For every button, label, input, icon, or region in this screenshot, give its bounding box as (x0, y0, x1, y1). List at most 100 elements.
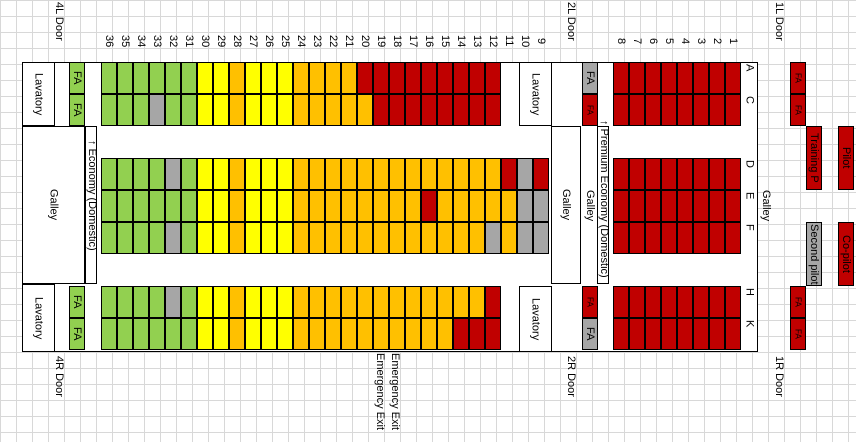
seat[interactable] (101, 222, 117, 254)
seat[interactable] (693, 62, 709, 94)
seat[interactable] (677, 318, 693, 350)
seat[interactable] (709, 286, 725, 318)
fa-seat[interactable]: FA (790, 286, 806, 318)
seat[interactable] (325, 94, 341, 126)
seat[interactable] (101, 158, 117, 190)
seat[interactable] (325, 286, 341, 318)
seat[interactable] (629, 222, 645, 254)
seat[interactable] (309, 222, 325, 254)
seat[interactable] (613, 158, 629, 190)
seat[interactable] (133, 318, 149, 350)
seat[interactable] (469, 190, 485, 222)
seat[interactable] (373, 62, 389, 94)
seat[interactable] (453, 318, 469, 350)
seat[interactable] (149, 318, 165, 350)
seat[interactable] (469, 94, 485, 126)
seat[interactable] (261, 62, 277, 94)
seat[interactable] (165, 94, 181, 126)
seat[interactable] (229, 94, 245, 126)
fa-seat[interactable]: FA (69, 94, 85, 126)
seat[interactable] (133, 94, 149, 126)
seat[interactable] (277, 318, 293, 350)
seat[interactable] (133, 190, 149, 222)
seat[interactable] (165, 62, 181, 94)
seat[interactable] (309, 318, 325, 350)
seat[interactable] (197, 62, 213, 94)
seat[interactable] (373, 286, 389, 318)
seat[interactable] (389, 158, 405, 190)
seat[interactable] (629, 158, 645, 190)
seat[interactable] (629, 318, 645, 350)
seat[interactable] (405, 94, 421, 126)
seat[interactable] (469, 62, 485, 94)
seat[interactable] (517, 158, 533, 190)
seat[interactable] (645, 190, 661, 222)
seat[interactable] (229, 190, 245, 222)
seat[interactable] (437, 286, 453, 318)
seat[interactable] (309, 158, 325, 190)
seat[interactable] (709, 94, 725, 126)
seat[interactable] (149, 286, 165, 318)
seat[interactable] (469, 158, 485, 190)
seat[interactable] (533, 158, 549, 190)
fa-seat[interactable]: FA (69, 286, 85, 318)
seat[interactable] (389, 62, 405, 94)
seat[interactable] (293, 94, 309, 126)
seat[interactable] (325, 62, 341, 94)
seat[interactable] (213, 190, 229, 222)
seat[interactable] (501, 190, 517, 222)
seat[interactable] (149, 222, 165, 254)
seat[interactable] (213, 286, 229, 318)
seat[interactable] (181, 190, 197, 222)
seat[interactable] (357, 94, 373, 126)
seat[interactable] (245, 318, 261, 350)
seat[interactable] (197, 94, 213, 126)
fa-seat[interactable]: FA (582, 62, 598, 94)
seat[interactable] (325, 222, 341, 254)
seat[interactable] (421, 62, 437, 94)
seat[interactable] (133, 158, 149, 190)
seat[interactable] (629, 190, 645, 222)
seat[interactable] (709, 158, 725, 190)
seat[interactable] (277, 94, 293, 126)
seat[interactable] (677, 190, 693, 222)
seat[interactable] (101, 62, 117, 94)
seat[interactable] (629, 286, 645, 318)
seat[interactable] (165, 286, 181, 318)
second-pilot-seat[interactable]: Second pilot (806, 222, 822, 286)
seat[interactable] (341, 222, 357, 254)
seat[interactable] (149, 158, 165, 190)
seat[interactable] (485, 190, 501, 222)
seat[interactable] (469, 286, 485, 318)
seat[interactable] (693, 158, 709, 190)
seat[interactable] (181, 318, 197, 350)
seat[interactable] (661, 318, 677, 350)
seat[interactable] (117, 158, 133, 190)
seat[interactable] (421, 286, 437, 318)
pilot-seat[interactable]: Pilot (838, 126, 854, 190)
seat[interactable] (133, 286, 149, 318)
seat[interactable] (661, 190, 677, 222)
seat[interactable] (117, 222, 133, 254)
seat[interactable] (117, 286, 133, 318)
seat[interactable] (405, 158, 421, 190)
seat[interactable] (181, 222, 197, 254)
seat[interactable] (469, 222, 485, 254)
seat[interactable] (645, 94, 661, 126)
seat[interactable] (277, 286, 293, 318)
seat[interactable] (709, 318, 725, 350)
seat[interactable] (325, 190, 341, 222)
seat[interactable] (453, 286, 469, 318)
seat[interactable] (373, 190, 389, 222)
seat[interactable] (437, 222, 453, 254)
seat[interactable] (245, 190, 261, 222)
seat[interactable] (101, 286, 117, 318)
copilot-seat[interactable]: Co-pilot (838, 222, 854, 286)
training-pilot-seat[interactable]: Training P (806, 126, 822, 190)
seat[interactable] (197, 286, 213, 318)
seat[interactable] (693, 222, 709, 254)
seat[interactable] (357, 318, 373, 350)
seat[interactable] (437, 94, 453, 126)
seat[interactable] (453, 62, 469, 94)
seat[interactable] (325, 158, 341, 190)
